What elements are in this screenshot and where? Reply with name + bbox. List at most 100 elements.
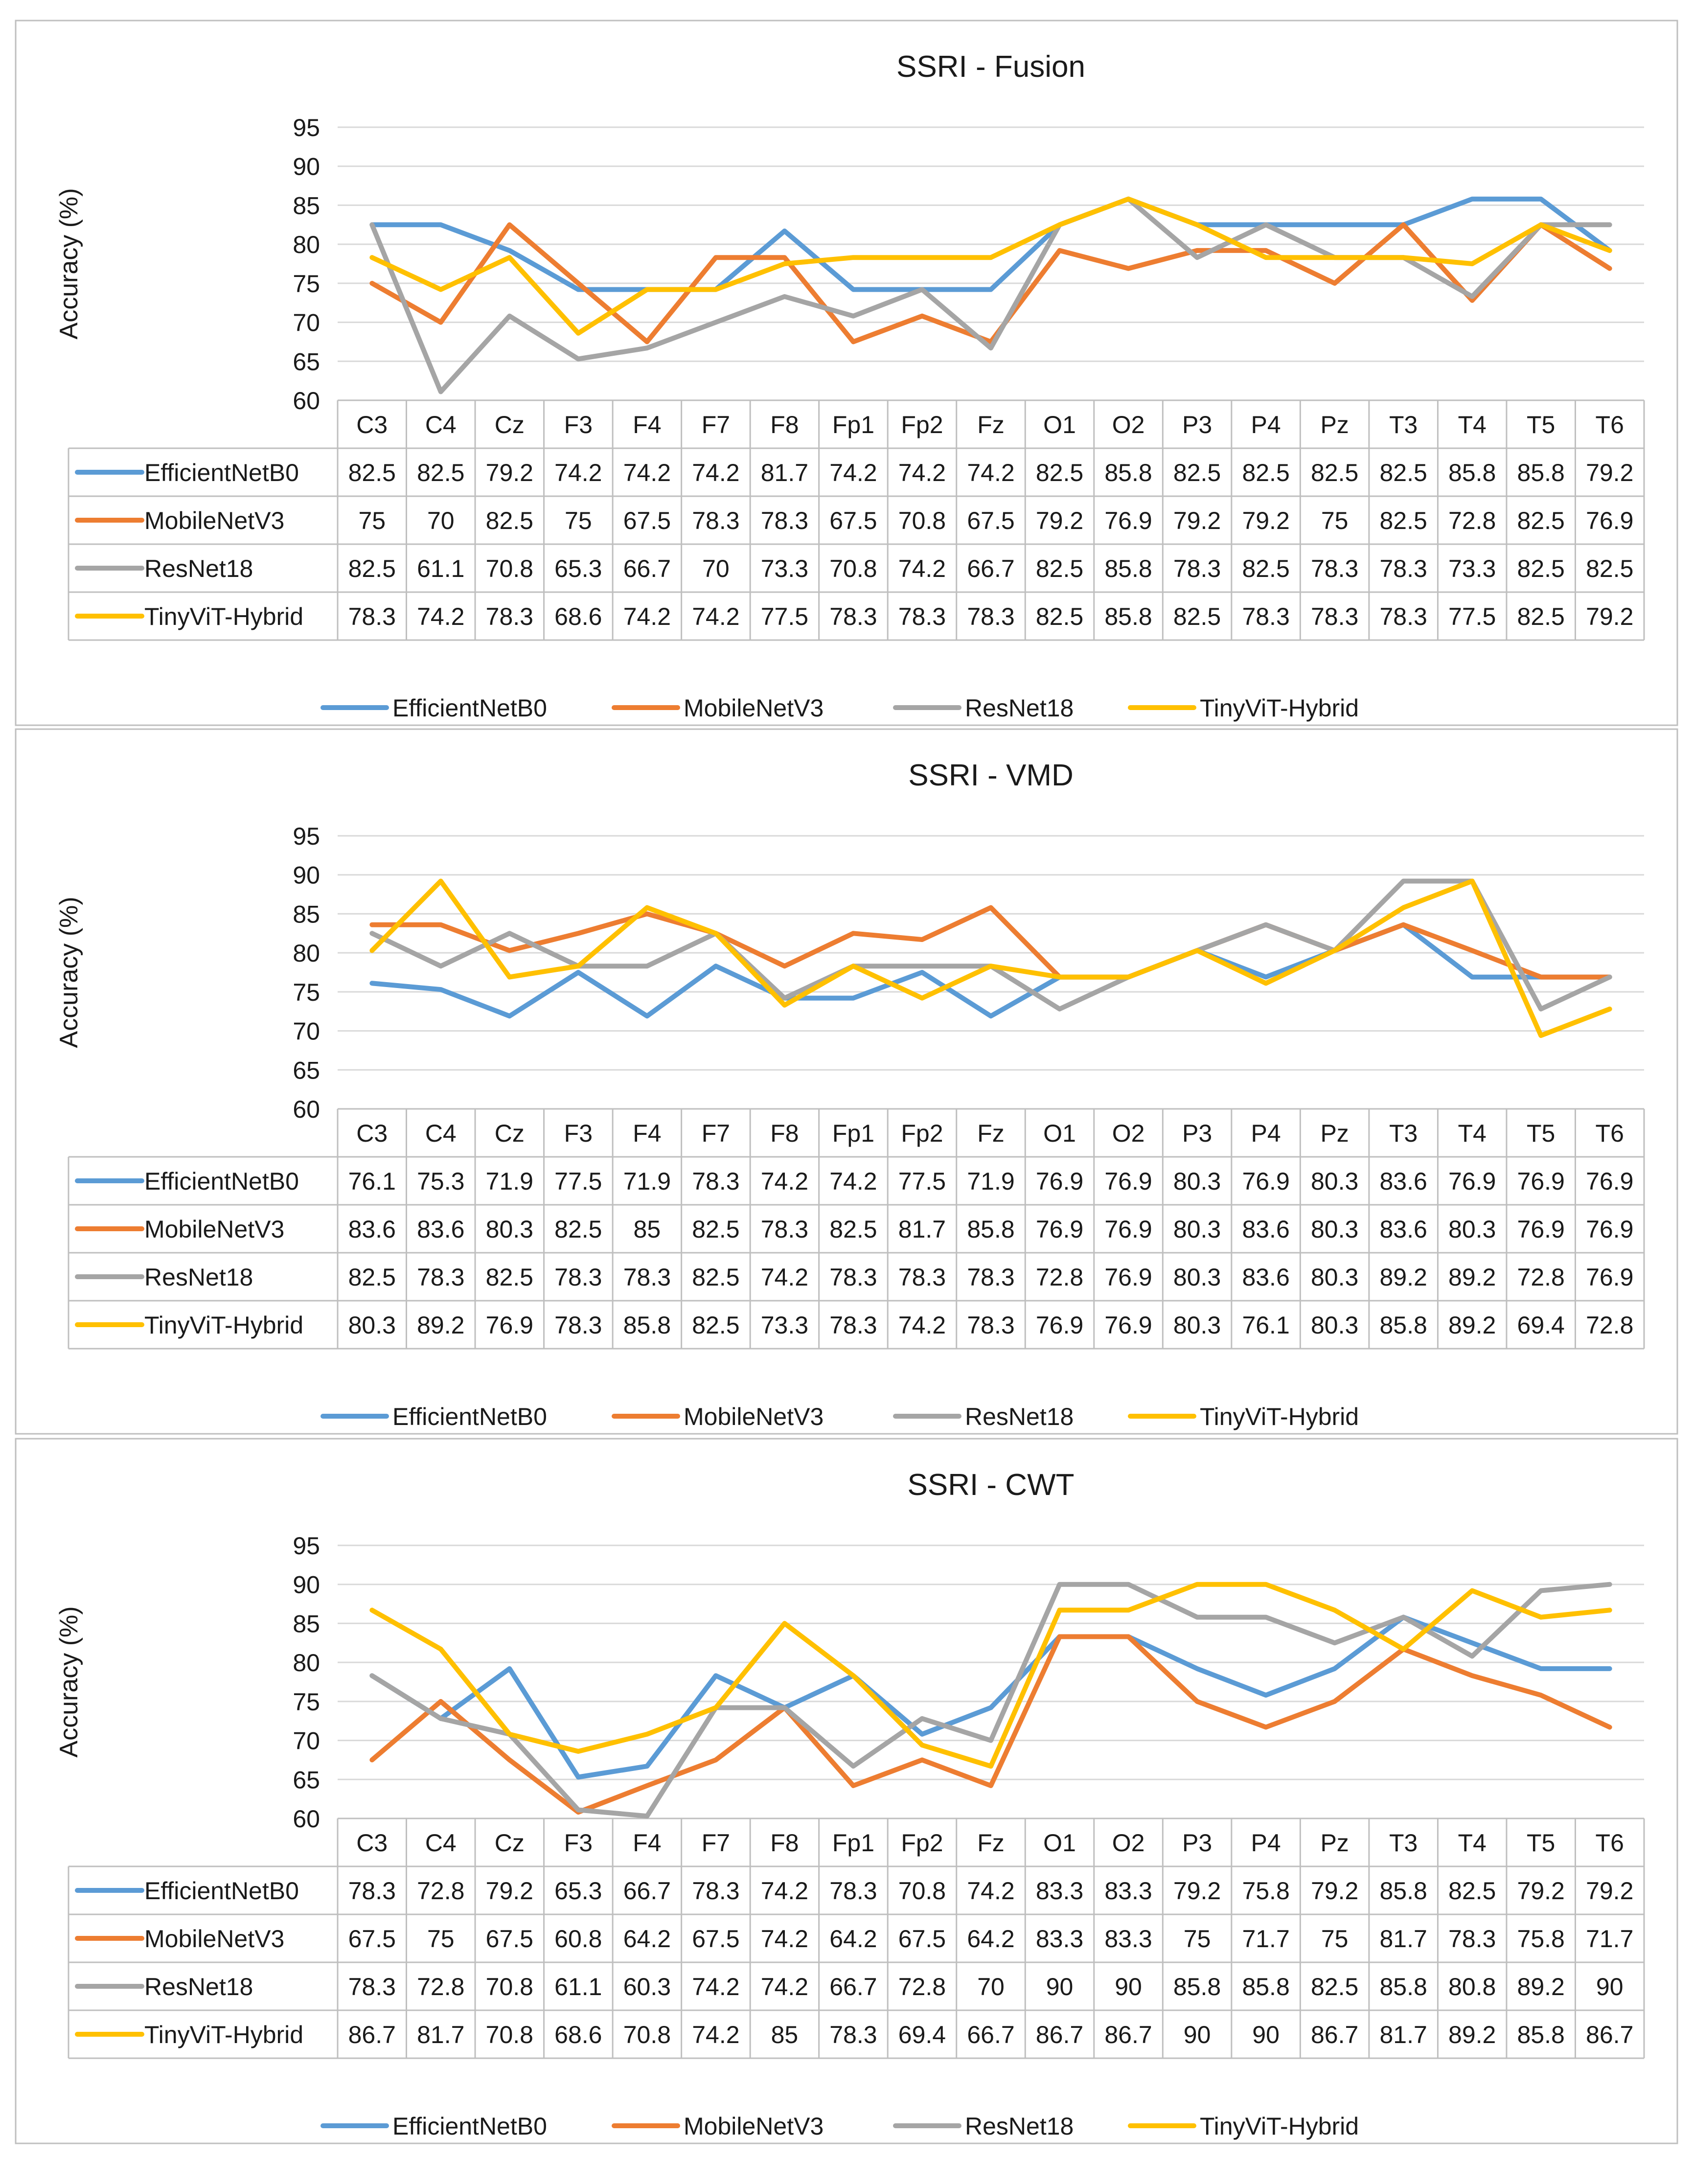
data-label: 77.5 <box>554 1168 602 1195</box>
chart-panel-border <box>15 728 1678 1435</box>
data-label: 74.2 <box>829 1168 877 1195</box>
data-label: 78.3 <box>623 1264 671 1291</box>
y-tick-label: 95 <box>293 1532 320 1560</box>
data-label: 75 <box>1321 1925 1349 1953</box>
x-tick-label: O2 <box>1112 1829 1145 1857</box>
x-tick-label: C3 <box>356 411 388 438</box>
data-label: 78.3 <box>1242 603 1289 630</box>
data-label: 82.5 <box>1517 603 1565 630</box>
x-tick-label: F8 <box>770 1829 799 1857</box>
x-tick-label: F3 <box>564 1120 593 1147</box>
legend-entry: TinyViT-Hybrid <box>1200 694 1359 722</box>
data-label: 79.2 <box>1586 459 1633 486</box>
x-tick-label: Pz <box>1320 1829 1349 1857</box>
data-label: 83.3 <box>1036 1925 1083 1953</box>
data-label: 80.3 <box>1173 1216 1221 1243</box>
data-label: 85.8 <box>1242 1973 1289 2000</box>
data-label: 86.7 <box>1104 2021 1152 2048</box>
data-label: 79.2 <box>1242 507 1289 534</box>
data-label: 82.5 <box>692 1311 739 1339</box>
data-label: 74.2 <box>692 603 739 630</box>
data-label: 80.3 <box>348 1311 396 1339</box>
data-label: 85.8 <box>1517 2021 1565 2048</box>
x-tick-label: F8 <box>770 411 799 438</box>
legend-entry: TinyViT-Hybrid <box>1200 2113 1359 2140</box>
table-series-name: TinyViT-Hybrid <box>144 2021 303 2048</box>
data-label: 67.5 <box>348 1925 396 1953</box>
data-label: 89.2 <box>1448 2021 1496 2048</box>
data-label: 83.6 <box>348 1216 396 1243</box>
data-label: 77.5 <box>1448 603 1496 630</box>
data-label: 78.3 <box>554 1264 602 1291</box>
y-tick-label: 70 <box>293 1018 320 1045</box>
data-label: 72.8 <box>898 1973 946 2000</box>
data-label: 78.3 <box>1379 603 1427 630</box>
data-label: 78.3 <box>348 603 396 630</box>
data-label: 74.2 <box>761 1877 808 1905</box>
data-label: 79.2 <box>1586 1877 1633 1905</box>
y-tick-label: 80 <box>293 940 320 967</box>
x-tick-label: Fp1 <box>832 1829 874 1857</box>
data-label: 73.3 <box>761 1311 808 1339</box>
data-label: 75.8 <box>1242 1877 1289 1905</box>
data-label: 82.5 <box>1036 555 1083 582</box>
data-label: 78.3 <box>692 507 739 534</box>
data-label: 72.8 <box>417 1877 464 1905</box>
data-label: 74.2 <box>692 459 739 486</box>
data-label: 85.8 <box>1517 459 1565 486</box>
data-label: 80.3 <box>1311 1311 1358 1339</box>
data-label: 80.3 <box>486 1216 533 1243</box>
x-tick-label: F7 <box>702 1120 730 1147</box>
legend-entry: ResNet18 <box>965 2113 1074 2140</box>
x-tick-label: F4 <box>633 1120 661 1147</box>
data-label: 79.2 <box>1036 507 1083 534</box>
data-label: 80.3 <box>1173 1264 1221 1291</box>
data-label: 79.2 <box>1173 507 1221 534</box>
data-label: 82.5 <box>348 1264 396 1291</box>
data-label: 75.3 <box>417 1168 464 1195</box>
x-tick-label: T4 <box>1458 1120 1487 1147</box>
data-label: 75 <box>358 507 386 534</box>
data-label: 78.3 <box>898 1264 946 1291</box>
data-label: 86.7 <box>1586 2021 1633 2048</box>
x-tick-label: Cz <box>495 411 525 438</box>
x-tick-label: Fp1 <box>832 1120 874 1147</box>
data-label: 85.8 <box>1379 1877 1427 1905</box>
data-label: 76.9 <box>1036 1216 1083 1243</box>
data-label: 66.7 <box>967 555 1014 582</box>
data-label: 81.7 <box>761 459 808 486</box>
table-series-name: MobileNetV3 <box>144 1216 284 1243</box>
y-tick-label: 65 <box>293 348 320 375</box>
y-tick-label: 90 <box>293 862 320 889</box>
data-label: 78.3 <box>1173 555 1221 582</box>
data-label: 75 <box>1321 507 1349 534</box>
series-line-resnet18 <box>369 1582 1612 1819</box>
legend-entry: MobileNetV3 <box>684 2113 824 2140</box>
data-label: 70.8 <box>486 2021 533 2048</box>
chart-title: SSRI - CWT <box>908 1468 1075 1502</box>
table-series-name: EfficientNetB0 <box>144 1877 299 1905</box>
data-label: 78.3 <box>1448 1925 1496 1953</box>
data-label: 78.3 <box>829 2021 877 2048</box>
data-label: 76.9 <box>1448 1168 1496 1195</box>
data-label: 78.3 <box>1379 555 1427 582</box>
legend-entry: ResNet18 <box>965 694 1074 722</box>
data-label: 70.8 <box>898 1877 946 1905</box>
data-label: 78.3 <box>348 1973 396 2000</box>
data-label: 82.5 <box>1036 603 1083 630</box>
data-label: 70 <box>977 1973 1005 2000</box>
data-label: 82.5 <box>1036 459 1083 486</box>
y-axis-label: Accuracy (%) <box>55 897 83 1048</box>
legend-entry: ResNet18 <box>965 1403 1074 1430</box>
data-label: 82.5 <box>1242 459 1289 486</box>
data-label: 70 <box>702 555 730 582</box>
data-label: 76.9 <box>1242 1168 1289 1195</box>
chart-title: SSRI - Fusion <box>896 50 1085 84</box>
data-label: 77.5 <box>761 603 808 630</box>
data-label: 78.3 <box>898 603 946 630</box>
x-tick-label: O2 <box>1112 1120 1145 1147</box>
legend-entry: MobileNetV3 <box>684 1403 824 1430</box>
data-label: 71.7 <box>1586 1925 1633 1953</box>
x-tick-label: Fp2 <box>901 1829 943 1857</box>
chart-panel-2: SSRI - VMD 60 65 70 75 80 85 90 95 Accuracy (%) C3… <box>15 728 1678 1435</box>
